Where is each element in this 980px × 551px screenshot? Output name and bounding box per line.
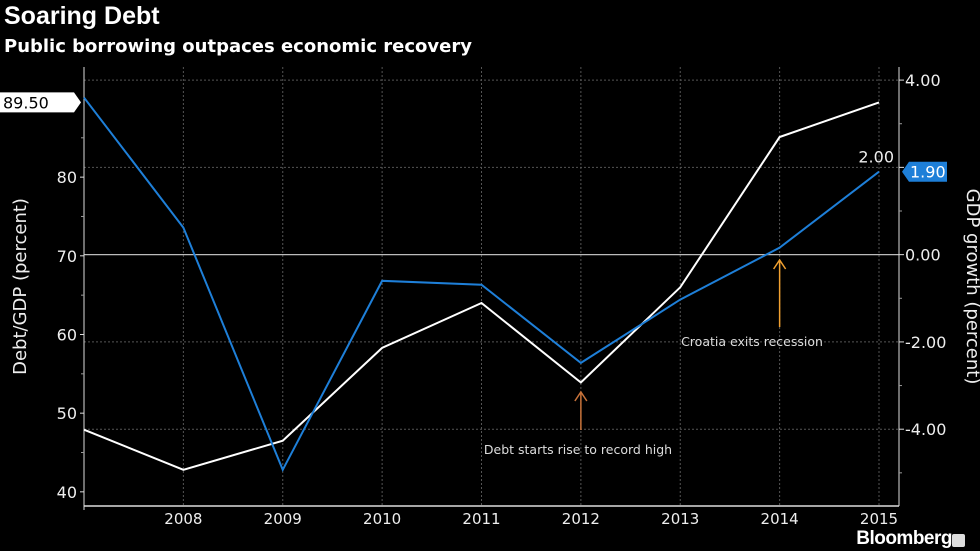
chart-title: Soaring Debt (4, 2, 160, 30)
x-tick-label: 2014 (761, 510, 799, 528)
last-value-label: 1.90 (910, 163, 946, 182)
last-value-flag (0, 92, 81, 113)
last-value-label: 89.50 (3, 93, 49, 112)
right-tick-label: -4.00 (905, 420, 946, 439)
annotation-label: Croatia exits recession (681, 334, 823, 349)
x-tick-label: 2011 (462, 510, 500, 528)
left-tick-label: 40 (57, 483, 77, 502)
x-tick-label: 2012 (562, 510, 600, 528)
left-tick-label: 70 (57, 247, 77, 266)
right-tick-label: -2.00 (905, 333, 946, 352)
right-tick-label: 2.00 (858, 147, 894, 166)
left-tick-label: 80 (57, 168, 77, 187)
x-tick-label: 2008 (164, 510, 202, 528)
x-tick-label: 2015 (860, 510, 898, 528)
bloomberg-icon (952, 534, 965, 547)
chart-subtitle: Public borrowing outpaces economic recov… (4, 36, 472, 57)
annotation-arrowhead (773, 258, 787, 270)
left-axis-title: Debt/GDP (percent) (10, 198, 31, 375)
right-axis-title: GDP growth (percent) (962, 189, 980, 385)
right-tick-label: 0.00 (905, 246, 941, 265)
left-tick-label: 50 (57, 404, 77, 423)
x-tick-label: 2009 (264, 510, 302, 528)
left-tick-label: 60 (57, 325, 77, 344)
annotation-label: Debt starts rise to record high (484, 442, 672, 457)
last-value-flag (902, 161, 947, 182)
x-tick-label: 2010 (363, 510, 401, 528)
annotation-arrowhead (574, 390, 588, 402)
x-tick-label: 2013 (661, 510, 699, 528)
bloomberg-logo: Bloomberg (856, 528, 952, 549)
right-tick-label: 4.00 (905, 71, 941, 90)
series-line-left (83, 101, 880, 471)
